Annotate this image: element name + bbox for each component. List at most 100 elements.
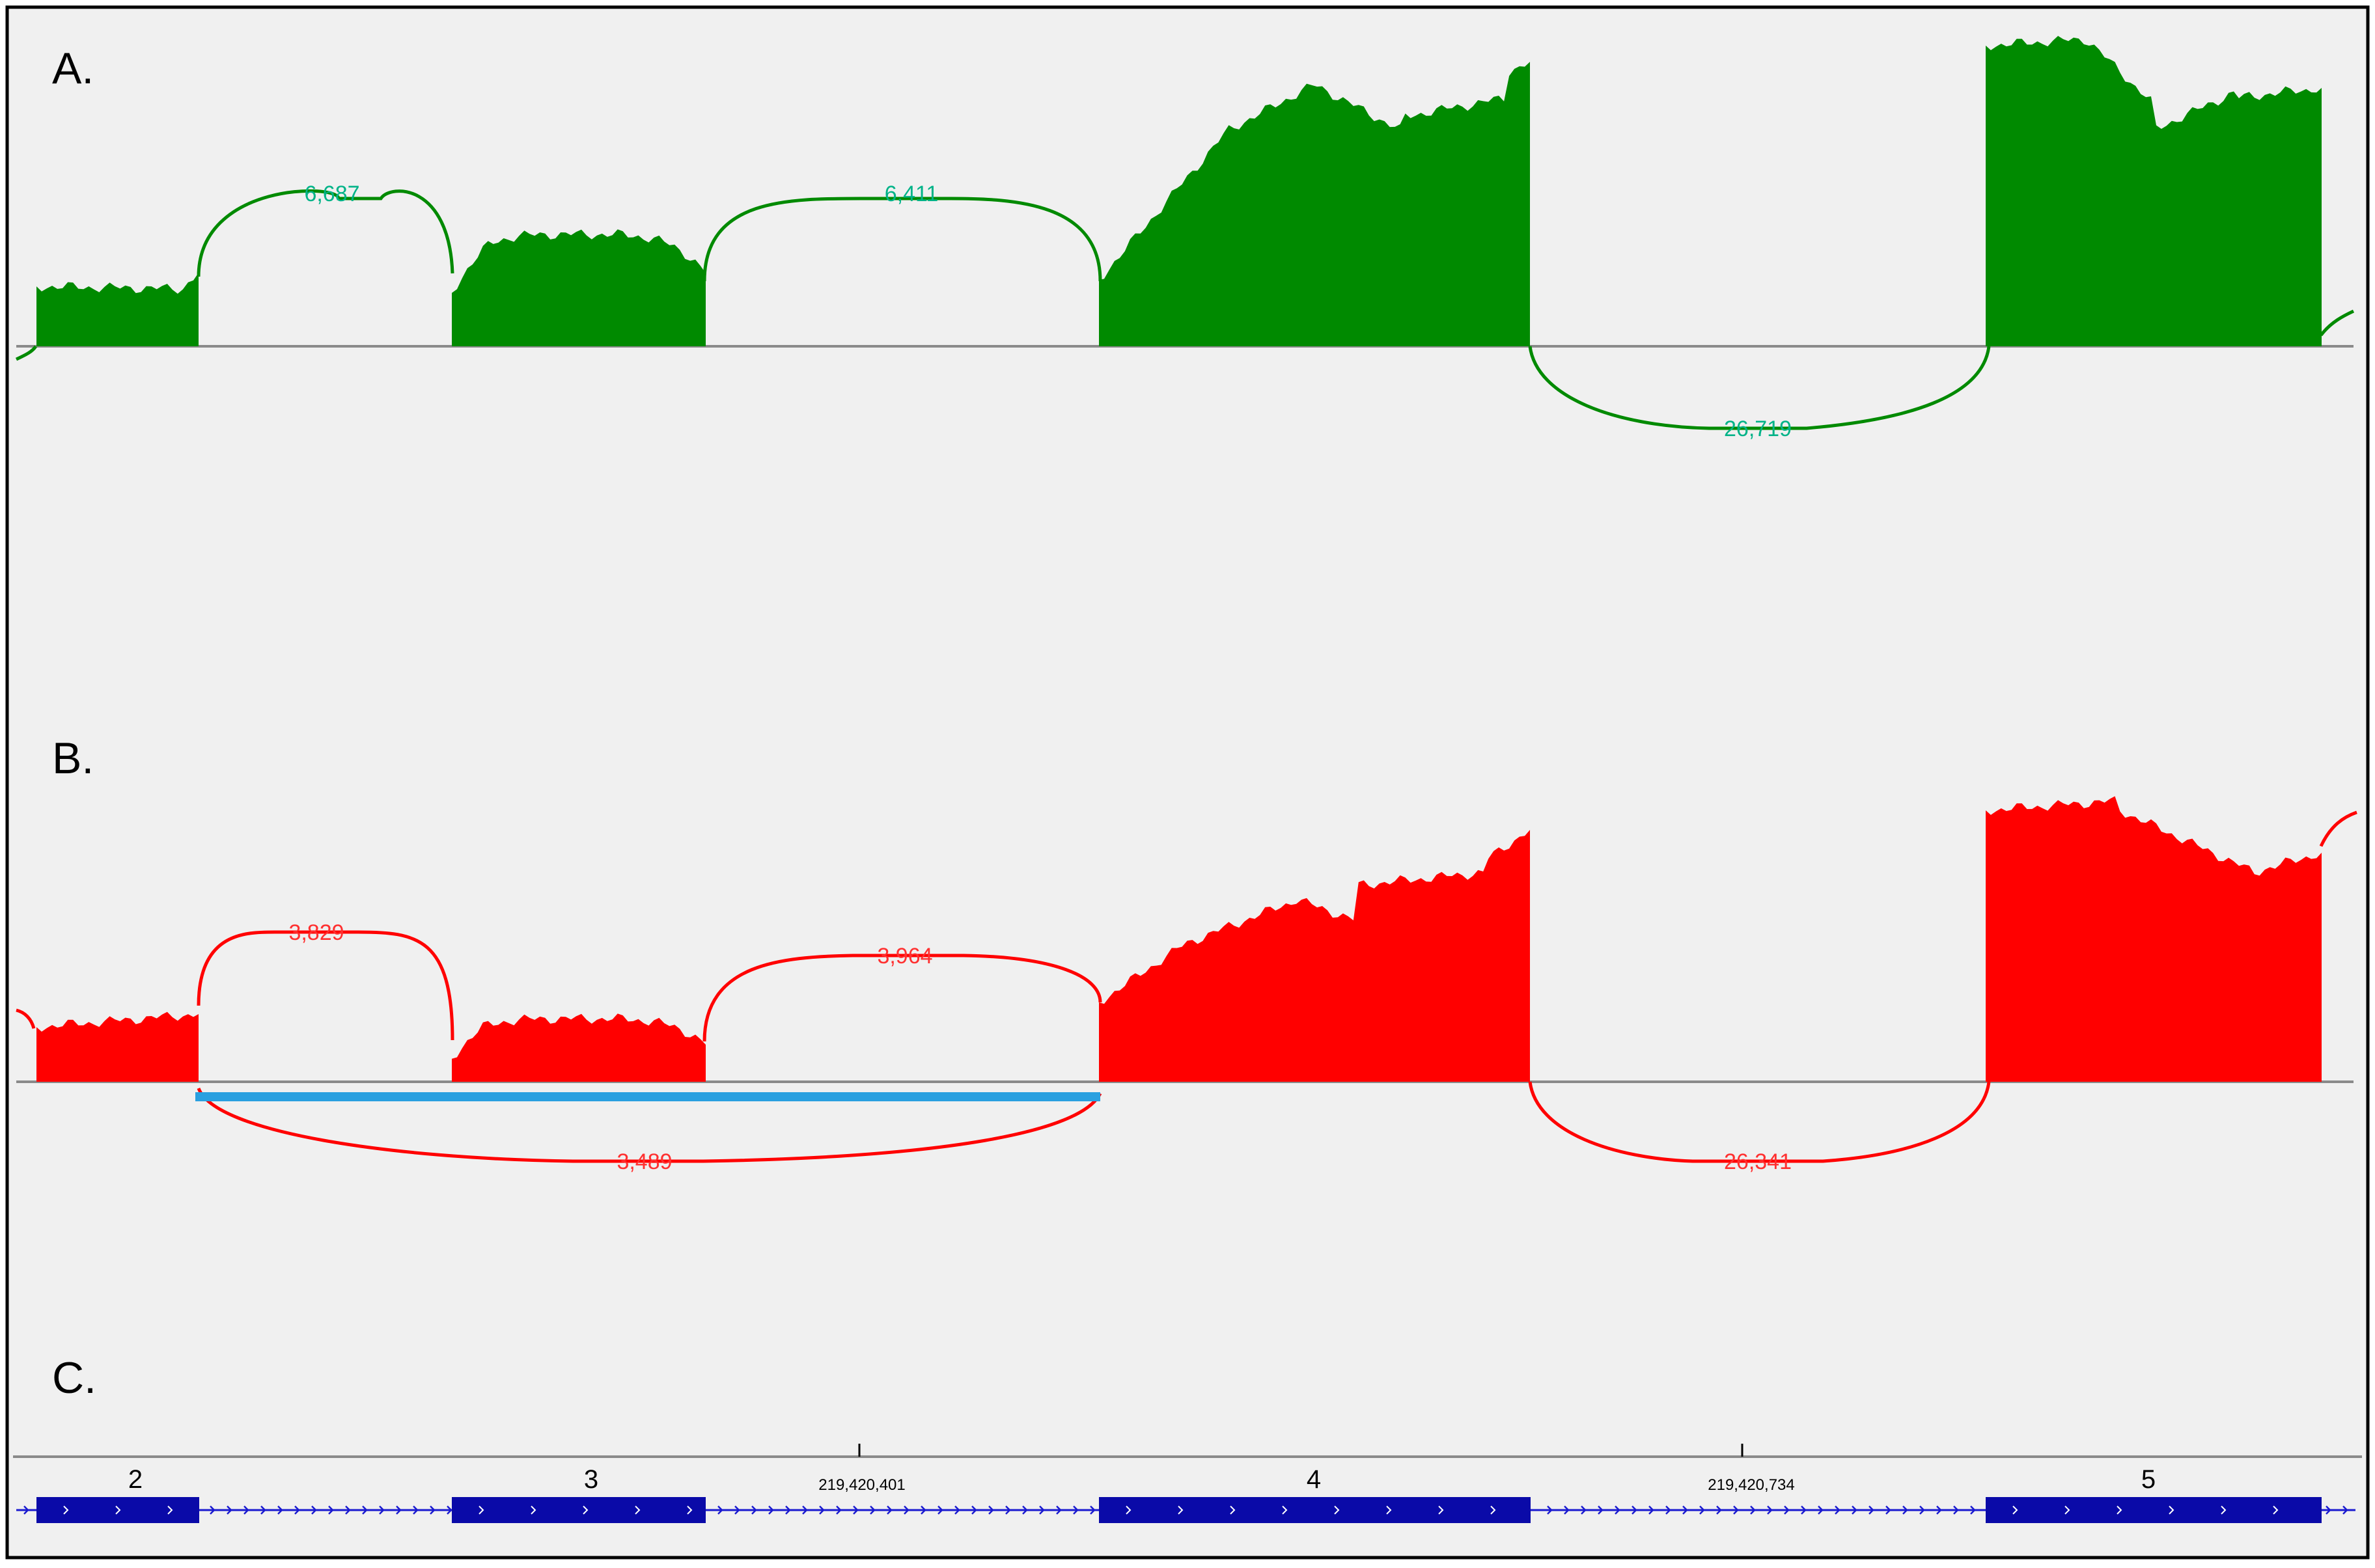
coverage-exon-4 (1099, 830, 1530, 1082)
junction-count: 26,341 (1724, 1149, 1792, 1174)
junction-arc-exon3-exon4 (702, 954, 1102, 1042)
intron-chevron (430, 1506, 436, 1515)
intron-chevron (294, 1506, 300, 1515)
junction-count: 6,687 (304, 182, 359, 206)
junction-arc-stub-right (2320, 309, 2355, 337)
intron-chevron (938, 1506, 943, 1515)
panel-b-label: B. (52, 734, 94, 783)
intron-chevron (819, 1506, 825, 1515)
intron-chevron (1699, 1506, 1705, 1515)
exon-3-block (452, 1497, 706, 1523)
intron-chevron (717, 1506, 723, 1515)
intron-chevron (1073, 1506, 1079, 1515)
junction-arc-exon3-exon4 (702, 197, 1102, 282)
exon-chevron (2273, 1506, 2279, 1515)
panel-c-label: C. (52, 1353, 96, 1403)
exon-number: 3 (584, 1465, 598, 1494)
exon-chevron (2221, 1506, 2227, 1515)
intron-chevron (345, 1506, 351, 1515)
intron-chevron (447, 1506, 452, 1515)
exon-chevron (167, 1506, 173, 1515)
intron-chevron (904, 1506, 910, 1515)
junction-arc-exon2-exon3 (197, 189, 454, 277)
intron-chevron (1868, 1506, 1874, 1515)
intron-chevron (921, 1506, 926, 1515)
exon-chevron (115, 1506, 121, 1515)
intron-chevron (1682, 1506, 1688, 1515)
intron-chevron (802, 1506, 808, 1515)
intron-chevron (1970, 1506, 1976, 1515)
intron-chevron (210, 1506, 215, 1515)
intron-chevron (1581, 1506, 1587, 1515)
exon-chevron (1386, 1506, 1392, 1515)
intron-chevron (1598, 1506, 1604, 1515)
junction-count: 26,719 (1724, 417, 1792, 441)
junction-arc-exon2-exon4-skip (197, 1088, 1102, 1163)
junction-count: 3,489 (617, 1149, 672, 1174)
junction-arc-stub-left (15, 345, 38, 361)
exon-number: 4 (1307, 1465, 1321, 1494)
exon-chevron (1282, 1506, 1288, 1515)
panel-c: C. 219,420,401 219,420,734 2 3 4 5 (13, 1353, 2362, 1523)
intron-chevron (1750, 1506, 1756, 1515)
intron-strand-chevrons (23, 1506, 2348, 1515)
genomic-coordinate: 219,420,734 (1708, 1476, 1794, 1494)
intron-chevron (1835, 1506, 1840, 1515)
exon-chevron (531, 1506, 536, 1515)
intron-chevron (243, 1506, 249, 1515)
intron-chevron (227, 1506, 232, 1515)
exon-chevron (2012, 1506, 2018, 1515)
junction-arc-exon2-exon3 (197, 930, 454, 1041)
junction-arc-exon4-exon5 (1528, 346, 1991, 430)
intron-chevron (751, 1506, 757, 1515)
intron-chevron (734, 1506, 740, 1515)
exon-number: 5 (2141, 1465, 2156, 1494)
junction-arc-exon4-exon5 (1528, 1081, 1991, 1163)
intron-chevron (988, 1506, 994, 1515)
intron-chevron (768, 1506, 774, 1515)
intron-chevron (1818, 1506, 1824, 1515)
intron-chevron (277, 1506, 283, 1515)
genomic-coordinate: 219,420,401 (818, 1476, 905, 1494)
exon-chevron (1438, 1506, 1444, 1515)
intron-chevron (1919, 1506, 1925, 1515)
junction-count: 3,964 (877, 944, 932, 969)
intron-chevron (1953, 1506, 1959, 1515)
intron-chevron (2342, 1506, 2348, 1515)
junction-arc-stub-left (16, 1008, 36, 1029)
intron-chevron (1056, 1506, 1062, 1515)
exon-chevron (2064, 1506, 2070, 1515)
panel-b-coverage (36, 796, 2322, 1082)
exon-chevron (2117, 1506, 2122, 1515)
intron-chevron (1936, 1506, 1942, 1515)
exon-chevron (635, 1506, 641, 1515)
intron-chevron (1852, 1506, 1857, 1515)
intron-chevron (1665, 1506, 1671, 1515)
intron-chevron (971, 1506, 977, 1515)
exon-chevron (2169, 1506, 2174, 1515)
intron-chevron (1648, 1506, 1654, 1515)
intron-chevron (1547, 1506, 1553, 1515)
intron-chevron (1733, 1506, 1739, 1515)
intron-chevron (311, 1506, 317, 1515)
exon-number: 2 (128, 1465, 143, 1494)
intron-chevron (1801, 1506, 1807, 1515)
coverage-exon-2 (36, 1011, 199, 1082)
exon-chevron (583, 1506, 589, 1515)
junction-arc-stub-right (2319, 810, 2357, 847)
intron-chevron (413, 1506, 419, 1515)
intron-chevron (887, 1506, 893, 1515)
exon-chevron (63, 1506, 69, 1515)
intron-chevron (2326, 1506, 2331, 1515)
coverage-exon-3 (452, 1013, 706, 1082)
intron-chevron (1902, 1506, 1908, 1515)
junction-count: 6,411 (885, 182, 939, 206)
intron-chevron (1564, 1506, 1570, 1515)
junction-count: 3,829 (288, 920, 344, 945)
intron-chevron (260, 1506, 266, 1515)
intron-chevron (1090, 1506, 1096, 1515)
coverage-exon-4 (1099, 62, 1530, 346)
intron-chevron (785, 1506, 791, 1515)
intron-chevron (853, 1506, 859, 1515)
